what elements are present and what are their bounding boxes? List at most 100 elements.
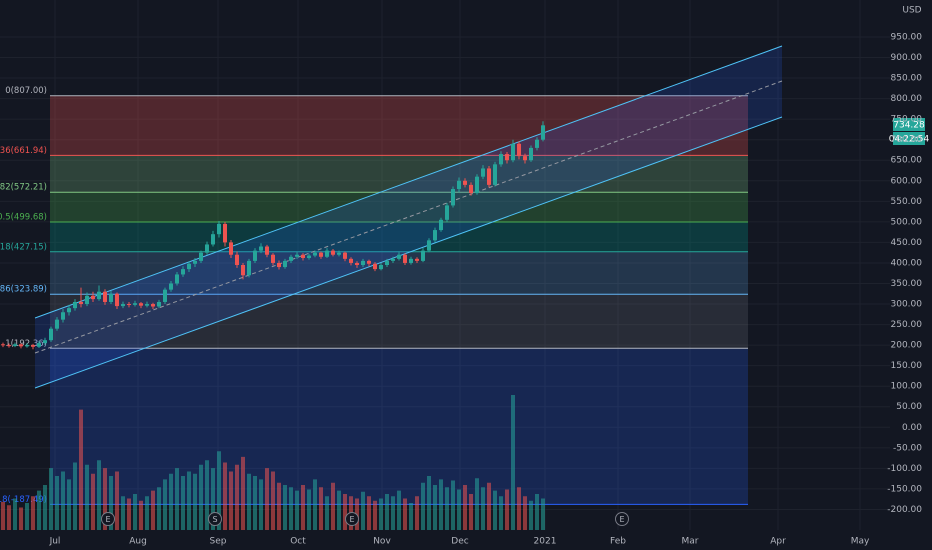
- volume-bar: [109, 476, 113, 530]
- candle-body: [19, 344, 23, 347]
- candle-body: [259, 246, 263, 251]
- volume-bar: [337, 490, 341, 530]
- candle-body: [1, 344, 5, 346]
- volume-bar: [523, 496, 527, 530]
- volume-bar: [367, 496, 371, 530]
- parallel-channel: [34, 45, 783, 389]
- candle-body: [133, 303, 137, 305]
- volume-bar: [445, 487, 449, 530]
- candle-body: [169, 283, 173, 290]
- event-label: S: [212, 515, 217, 524]
- volume-bar: [19, 507, 23, 530]
- volume-bar: [295, 490, 299, 530]
- candle-body: [535, 139, 539, 148]
- fib-zone: [50, 221, 748, 252]
- price-axis: USD 734.28 04:22:54 950.00 900.00 850.00 80…: [49, 6, 930, 547]
- volume-bar: [37, 490, 41, 530]
- x-tick-label: Oct: [290, 537, 306, 547]
- volume-bar: [7, 505, 11, 530]
- y-tick-label: 550.00: [891, 197, 923, 207]
- candle-body: [385, 260, 389, 265]
- candle-body: [55, 319, 59, 329]
- candle-body: [505, 154, 509, 161]
- x-tick-label: May: [851, 537, 870, 547]
- volume-bar: [361, 491, 365, 530]
- candle-body: [325, 250, 329, 257]
- y-tick-label: -100.00: [887, 464, 922, 474]
- volume-bar: [511, 395, 515, 530]
- candle-body: [163, 289, 167, 302]
- volume-bar: [211, 468, 215, 530]
- x-tick-label: Feb: [610, 537, 626, 547]
- fib-zone: [50, 95, 748, 156]
- event-marker: [345, 512, 359, 526]
- volume-bar: [181, 476, 185, 530]
- candle-body: [367, 260, 371, 264]
- event-marker: [101, 512, 115, 526]
- candle-body: [409, 258, 413, 263]
- fib-label: 0.786(323.89): [0, 285, 47, 295]
- volume-bar: [223, 462, 227, 530]
- candle-body: [511, 143, 515, 161]
- candle-body: [139, 303, 143, 306]
- x-tick-label: Sep: [210, 537, 227, 547]
- volume-bar: [259, 479, 263, 530]
- candle-body: [181, 269, 185, 275]
- candle-body: [7, 345, 11, 347]
- candle-body: [103, 291, 107, 302]
- volume-bar: [427, 476, 431, 530]
- candle-body: [427, 240, 431, 251]
- volume-bar: [127, 498, 131, 530]
- volume-bar: [229, 471, 233, 530]
- y-tick-label: 900.00: [891, 53, 923, 63]
- candle-body: [391, 258, 395, 261]
- candle-body: [127, 304, 131, 306]
- volume-bar: [49, 468, 53, 530]
- candle-body: [457, 180, 461, 189]
- event-label: E: [619, 515, 624, 524]
- x-tick-label: Dec: [451, 537, 468, 547]
- candle-body: [373, 263, 377, 270]
- candle-body: [379, 265, 383, 270]
- candle-body: [439, 219, 443, 231]
- volume-bar: [313, 479, 317, 530]
- y-tick-label: -200.00: [887, 505, 922, 515]
- candle-body: [61, 312, 65, 320]
- volume-bar: [253, 476, 257, 530]
- candle-body: [283, 260, 287, 268]
- candle-body: [187, 263, 191, 270]
- y-tick-label: 800.00: [891, 94, 923, 104]
- candle-body: [115, 293, 119, 307]
- volume-bar: [499, 496, 503, 530]
- price-tag-box: [893, 118, 925, 131]
- candle-body: [469, 184, 473, 194]
- volume-bar: [67, 479, 71, 530]
- candle-body: [229, 242, 233, 255]
- volume-bar: [283, 485, 287, 530]
- fib-retracement: 0(807.00) 0.236(661.94) 0.382(572.21) 0.5(4…: [0, 86, 748, 505]
- volume-bar: [73, 462, 77, 530]
- volume-bar: [493, 490, 497, 530]
- candle-body: [13, 344, 17, 346]
- candle-body: [277, 262, 281, 268]
- candle-body: [343, 252, 347, 259]
- candle-body: [361, 260, 365, 265]
- candle-body: [211, 234, 215, 245]
- y-tick-label: 600.00: [891, 176, 923, 186]
- candle-body: [253, 250, 257, 261]
- candle-body: [397, 254, 401, 259]
- volume-bar: [91, 473, 95, 530]
- candle-body: [49, 328, 53, 341]
- candle-body: [487, 168, 491, 185]
- volume-bar: [451, 480, 455, 530]
- candle-body: [337, 252, 341, 255]
- volume-bar: [403, 498, 407, 530]
- volume-bar: [121, 496, 125, 530]
- volume-bar: [241, 456, 245, 530]
- y-tick-label: 750.00: [891, 115, 923, 125]
- fib-label: 0.236(661.94): [0, 146, 47, 156]
- volume-bar: [97, 460, 101, 530]
- volume-bar: [439, 479, 443, 530]
